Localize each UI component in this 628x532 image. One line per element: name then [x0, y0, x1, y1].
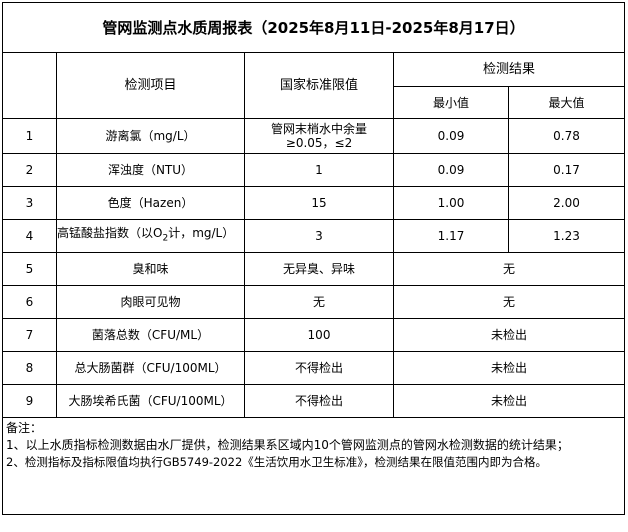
row-standard: 无异臭、异味	[244, 252, 394, 286]
row-max: 2.00	[508, 186, 625, 220]
row-min: 1.17	[393, 219, 509, 253]
table-row: 7 菌落总数（CFU/ML） 100 未检出	[2, 318, 625, 352]
row-standard: 无	[244, 285, 394, 319]
row-no: 5	[2, 252, 57, 286]
row-item: 高锰酸盐指数（以O2计，mg/L）	[56, 219, 245, 253]
table-row: 1 游离氯（mg/L） 管网末梢水中余量≥0.05，≤2 0.09 0.78	[2, 118, 625, 154]
row-standard: 1	[244, 153, 394, 187]
header-min: 最小值	[393, 86, 509, 119]
row-item: 色度（Hazen）	[56, 186, 245, 220]
table-row: 6 肉眼可见物无无	[2, 285, 625, 319]
row-standard: 3	[244, 219, 394, 253]
row-no: 6	[2, 285, 57, 319]
row-standard: 不得检出	[244, 384, 394, 418]
row-item: 菌落总数（CFU/ML）	[56, 318, 245, 352]
table-row: 9 大肠埃希氏菌（CFU/100ML） 不得检出 未检出	[2, 384, 625, 418]
header-item: 检测项目	[56, 52, 245, 119]
row-no: 8	[2, 351, 57, 385]
table-row: 3 色度（Hazen） 15 1.00 2.00	[2, 186, 625, 220]
report-title: 管网监测点水质周报表（2025年8月11日-2025年8月17日）	[2, 2, 625, 53]
notes: 备注： 1、以上水质指标检测数据由水厂提供，检测结果系区域内10个管网监测点的管…	[2, 417, 625, 515]
row-result: 未检出	[393, 384, 625, 418]
table-row: 2 浑浊度（NTU） 1 0.09 0.17	[2, 153, 625, 187]
row-standard: 100	[244, 318, 394, 352]
table-row: 4 高锰酸盐指数（以O2计，mg/L） 3 1.17 1.23	[2, 219, 625, 253]
header-max: 最大值	[508, 86, 625, 119]
row-result: 未检出	[393, 318, 625, 352]
table-row: 8 总大肠菌群（CFU/100ML） 不得检出 未检出	[2, 351, 625, 385]
header-standard: 国家标准限值	[244, 52, 394, 119]
row-no: 1	[2, 118, 57, 154]
row-no: 7	[2, 318, 57, 352]
row-item: 肉眼可见物	[56, 285, 245, 319]
row-result: 无	[393, 285, 625, 319]
row-item: 浑浊度（NTU）	[56, 153, 245, 187]
row-item: 臭和味	[56, 252, 245, 286]
row-max: 0.17	[508, 153, 625, 187]
notes-line-2: 2、检测指标及指标限值均执行GB5749-2022《生活饮用水卫生标准》，检测结…	[6, 455, 548, 469]
row-item: 总大肠菌群（CFU/100ML）	[56, 351, 245, 385]
row-item: 大肠埃希氏菌（CFU/100ML）	[56, 384, 245, 418]
row-no: 9	[2, 384, 57, 418]
item-text: 计，mg/L）	[168, 226, 235, 241]
row-max: 0.78	[508, 118, 625, 154]
notes-heading: 备注：	[6, 421, 43, 435]
row-no: 3	[2, 186, 57, 220]
row-min: 0.09	[393, 118, 509, 154]
row-min: 0.09	[393, 153, 509, 187]
row-standard: 不得检出	[244, 351, 394, 385]
item-text: 高锰酸盐指数（以O	[57, 226, 163, 241]
row-max: 1.23	[508, 219, 625, 253]
row-result: 无	[393, 252, 625, 286]
row-standard: 15	[244, 186, 394, 220]
header-no	[2, 52, 57, 119]
row-no: 2	[2, 153, 57, 187]
row-result: 未检出	[393, 351, 625, 385]
row-min: 1.00	[393, 186, 509, 220]
row-standard: 管网末梢水中余量≥0.05，≤2	[244, 118, 394, 154]
table-row: 5 臭和味 无异臭、异味无	[2, 252, 625, 286]
item-subscript: 2	[162, 233, 169, 244]
row-no: 4	[2, 219, 57, 253]
header-result: 检测结果	[393, 52, 625, 87]
notes-line-1: 1、以上水质指标检测数据由水厂提供，检测结果系区域内10个管网监测点的管网水检测…	[6, 438, 569, 452]
row-item: 游离氯（mg/L）	[56, 118, 245, 154]
water-quality-report-table: 管网监测点水质周报表（2025年8月11日-2025年8月17日） 检测项目 国…	[2, 2, 625, 515]
